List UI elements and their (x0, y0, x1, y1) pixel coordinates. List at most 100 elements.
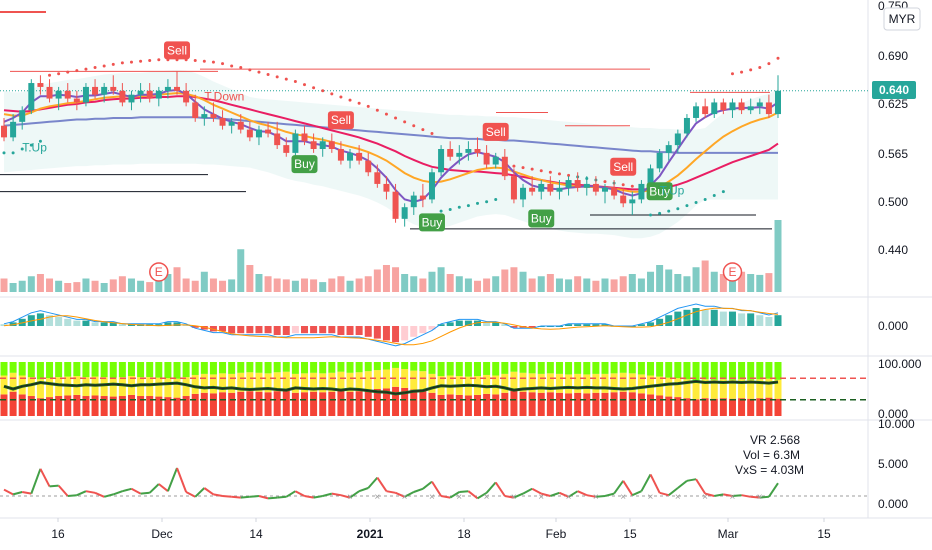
strength-bar-high (601, 362, 609, 374)
strength-bar-high (574, 362, 582, 374)
strength-bar-high (392, 362, 400, 368)
volume-bar (109, 279, 117, 292)
strength-bar-low (774, 398, 782, 416)
sar-dot (348, 98, 352, 102)
strength-bar-low (64, 395, 72, 416)
strength-bar-low (437, 394, 445, 416)
candle (656, 152, 663, 169)
macd-bar (73, 320, 81, 326)
strength-bar-high (656, 362, 664, 377)
currency-box[interactable]: MYR (883, 7, 921, 31)
strength-bar-low (474, 394, 482, 416)
volume-bar (246, 265, 254, 292)
candle (110, 86, 117, 91)
sar-dot (476, 201, 480, 205)
volume-bar (118, 276, 126, 292)
strength-bar-low (246, 391, 254, 416)
strength-bar-low (410, 389, 418, 416)
candle (702, 106, 709, 115)
sar-dot (330, 92, 334, 96)
volume-bar (483, 278, 491, 292)
sar-dot (776, 56, 780, 60)
strength-bar-mid (255, 372, 263, 392)
vr-segment (413, 487, 424, 493)
strength-bar-high (592, 362, 600, 374)
strength-bar-high (464, 362, 472, 377)
strength-bar-low (692, 399, 700, 416)
macd-panel (0, 303, 782, 347)
candle (119, 90, 126, 103)
macd-bar (410, 326, 418, 337)
macd-bar (437, 324, 445, 326)
strength-bar-low (255, 391, 263, 416)
strength-bar-high (328, 362, 336, 373)
macd-bar (164, 322, 172, 326)
earnings-marker: E (722, 262, 743, 282)
candle (574, 180, 581, 188)
volume-bar (319, 282, 327, 292)
volume-bar (137, 280, 145, 292)
vr-segment (22, 491, 32, 495)
sar-dot (521, 166, 525, 170)
volume-bar (474, 280, 482, 292)
strength-bar-low (55, 396, 63, 416)
sar-dot (102, 64, 106, 68)
sar-dot (667, 209, 671, 213)
vr-segment (476, 491, 488, 500)
strength-bar-mid (328, 372, 336, 392)
vr-panel: × × × × × × × × × × × × × × × × (0, 467, 868, 503)
candle (246, 129, 253, 138)
strength-bar-high (637, 362, 645, 375)
vr-segment (467, 490, 479, 500)
candle (337, 149, 344, 161)
sar-dot (84, 67, 88, 71)
sar-dot (120, 61, 124, 65)
price-tick-label: 0.565 (878, 147, 908, 161)
candle (392, 191, 399, 219)
candle (19, 110, 26, 122)
strength-bar-mid (109, 377, 117, 397)
strength-bar-mid (601, 373, 609, 393)
vr-segment (386, 490, 396, 494)
strength-bar-low (228, 392, 236, 416)
volume-bar (774, 220, 782, 292)
candle (101, 86, 108, 95)
candle (683, 117, 690, 134)
vr-segment (304, 495, 314, 499)
sar-dot (694, 201, 698, 205)
sar-dot (621, 183, 625, 187)
candle (192, 102, 199, 118)
sar-dot (685, 204, 689, 208)
time-tick-label: 15 (817, 527, 831, 541)
strength-bar-low (628, 392, 636, 416)
macd-bar (319, 326, 327, 334)
volume-bar (528, 278, 536, 292)
strength-bar-high (55, 362, 63, 378)
earnings-circle (722, 262, 743, 282)
strength-bar-low (492, 394, 500, 416)
macd-bar (747, 313, 755, 326)
macd-bar (492, 322, 500, 326)
volume-bar (36, 274, 44, 292)
strength-bar-low (382, 388, 390, 416)
sar-dot (202, 59, 206, 63)
sar-dot (703, 197, 707, 201)
volume-bar (191, 280, 199, 292)
macd-bar (100, 322, 108, 326)
strength-bar-mid (774, 379, 782, 399)
volume-bar (228, 279, 236, 292)
strength-bar-low (501, 392, 509, 416)
vr-segment (103, 493, 114, 498)
strength-bar-high (455, 362, 463, 377)
volume-bar (455, 276, 463, 292)
volume-bar (91, 280, 99, 292)
signal-box (528, 209, 555, 228)
vxs-value: VxS = 4.03M (735, 463, 804, 477)
vr-cross-marker: × (538, 492, 544, 503)
vr-segment (222, 495, 232, 498)
vr-segment (431, 481, 442, 497)
sar-dot (712, 194, 716, 198)
vr-segment (331, 492, 342, 497)
strength-bar-mid (719, 379, 727, 399)
